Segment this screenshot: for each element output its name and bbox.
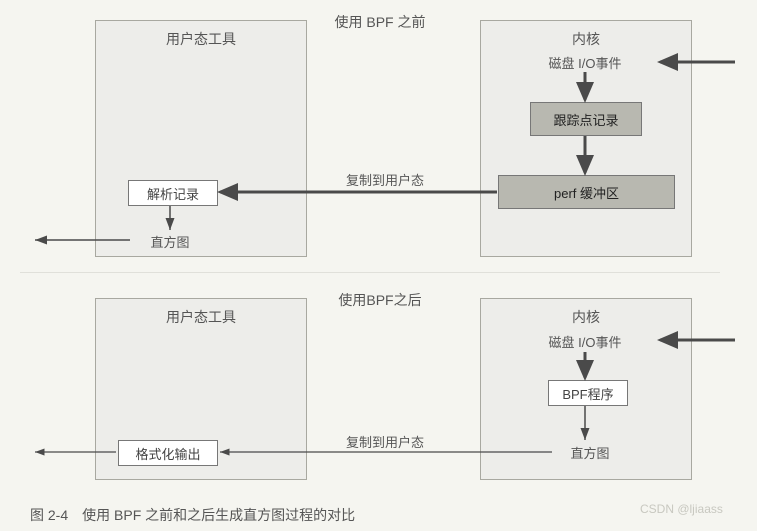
- after-right-title: 内核: [481, 307, 691, 327]
- node-bpf-prog: BPF程序: [548, 380, 628, 406]
- node-diskio-before: 磁盘 I/O事件: [525, 53, 645, 72]
- before-mid-label: 复制到用户态: [330, 170, 440, 189]
- diagram-canvas: 使用 BPF 之前 使用BPF之后 用户态工具 解析记录 直方图 内核 磁盘 I…: [0, 0, 757, 531]
- node-parse-records: 解析记录: [128, 180, 218, 206]
- node-perf-buffer: perf 缓冲区: [498, 175, 675, 209]
- section-before-title: 使用 BPF 之前: [300, 12, 460, 32]
- node-trace-record: 跟踪点记录: [530, 102, 642, 136]
- before-right-title: 内核: [481, 29, 691, 49]
- after-mid-label: 复制到用户态: [330, 432, 440, 451]
- watermark: CSDN @ljiaass: [640, 502, 723, 516]
- before-left-panel: 用户态工具: [95, 20, 307, 257]
- after-left-title: 用户态工具: [96, 307, 306, 327]
- node-format-output: 格式化输出: [118, 440, 218, 466]
- node-histogram-before: 直方图: [135, 232, 205, 251]
- node-histogram-after: 直方图: [555, 443, 625, 462]
- before-left-title: 用户态工具: [96, 29, 306, 49]
- node-diskio-after: 磁盘 I/O事件: [525, 332, 645, 351]
- figure-caption: 图 2-4 使用 BPF 之前和之后生成直方图过程的对比: [30, 505, 355, 525]
- divider: [20, 272, 720, 273]
- section-after-title: 使用BPF之后: [300, 290, 460, 310]
